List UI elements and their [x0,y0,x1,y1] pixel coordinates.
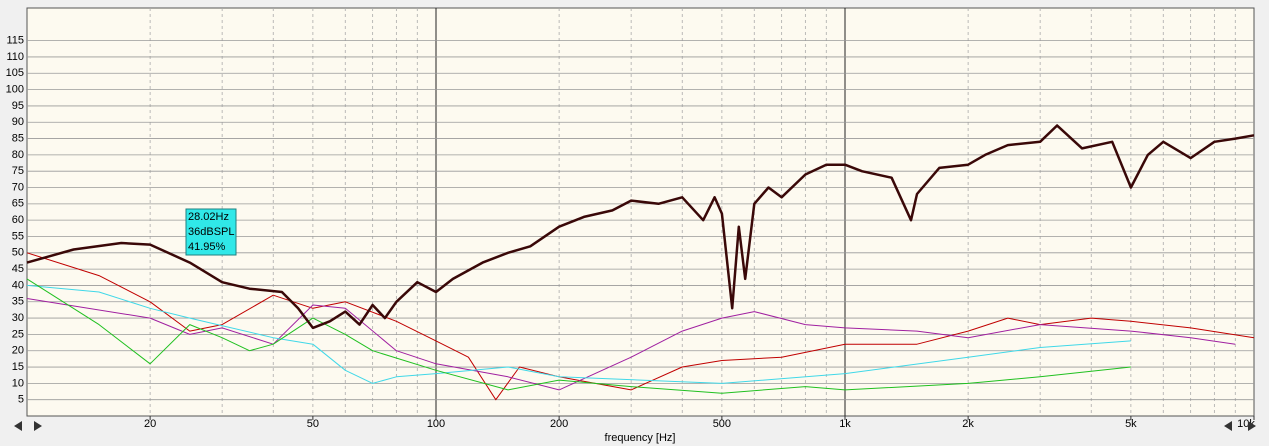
y-tick-label: 55 [12,230,24,242]
x-tick-label: 200 [550,418,568,430]
series-line [26,298,1236,391]
y-tick-label: 45 [12,263,24,275]
series-line [26,124,1255,330]
scroll-right[interactable] [1224,421,1256,431]
y-tick-label: 95 [12,100,24,112]
x-axis-label: frequency [Hz] [605,432,676,444]
arrow[interactable] [34,421,42,431]
y-tick-label: 80 [12,149,24,161]
y-tick-label: 70 [12,181,24,193]
y-tick-label: 75 [12,165,24,177]
y-tick-label: 10 [12,377,24,389]
x-tick-label: 20 [144,418,156,430]
x-tick-label: 100 [427,418,445,430]
y-tick-label: 85 [12,132,24,144]
arrow[interactable] [1224,421,1232,431]
x-tick-label: 2k [962,418,974,430]
x-tick-label: 500 [713,418,731,430]
series-line [26,278,1131,394]
y-tick-label: 90 [12,116,24,128]
tooltip-level: 36dBSPL [188,226,234,238]
cursor-tooltip: 28.02Hz 36dBSPL 41.95% [185,208,237,256]
y-tick-label: 35 [12,296,24,308]
y-tick-label: 105 [6,67,24,79]
series-line [26,284,1131,384]
x-tick-label: 5k [1125,418,1137,430]
arrow[interactable] [1248,421,1256,431]
tooltip-percent: 41.95% [188,241,226,253]
y-tick-label: 50 [12,247,24,259]
y-tick-label: 15 [12,361,24,373]
arrow[interactable] [14,421,22,431]
y-tick-label: 5 [18,394,24,406]
x-tick-label: 1k [839,418,851,430]
y-tick-label: 40 [12,279,24,291]
y-tick-label: 60 [12,214,24,226]
x-tick-label: 50 [307,418,319,430]
y-tick-label: 30 [12,312,24,324]
y-tick-label: 110 [6,51,24,63]
y-tick-label: 25 [12,328,24,340]
y-tick-label: 65 [12,198,24,210]
y-tick-label: 100 [6,84,24,96]
tooltip-frequency: 28.02Hz [188,211,229,223]
scroll-left[interactable] [14,421,42,431]
tooltip-box [185,208,237,256]
y-tick-label: 115 [6,35,24,47]
y-tick-label: 20 [12,345,24,357]
